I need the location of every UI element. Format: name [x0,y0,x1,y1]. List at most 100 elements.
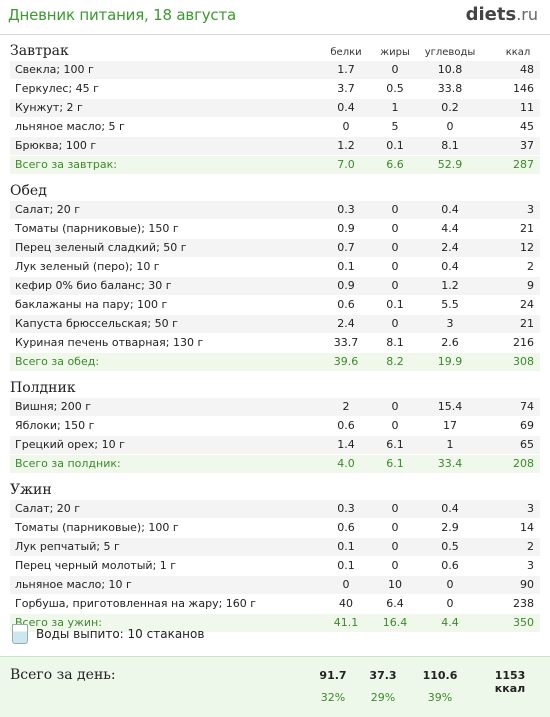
food-row[interactable]: льняное масло; 10 г 0 10 0 90 [10,576,540,595]
protein-value: 0.3 [337,502,355,515]
carbs-value: 2.6 [441,336,459,349]
section-total-label: Всего за завтрак: [15,158,118,171]
protein-value: 1.2 [337,139,355,152]
carbs-value: 0.4 [441,203,459,216]
food-row[interactable]: баклажаны на пару; 100 г 0.6 0.1 5.5 24 [10,296,540,315]
food-name: льняное масло; 10 г [15,578,132,591]
food-row[interactable]: Свекла; 100 г 1.7 0 10.8 48 [10,61,540,80]
food-row[interactable]: Салат; 20 г 0.3 0 0.4 3 [10,500,540,519]
protein-value: 0.9 [337,222,355,235]
site-logo[interactable]: diets.ru [466,4,538,25]
day-total-panel: Всего за день: 91.7 37.3 110.6 1153 ккал… [0,656,550,717]
kcal-value: 238 [513,597,534,610]
food-row[interactable]: Салат; 20 г 0.3 0 0.4 3 [10,201,540,220]
food-row[interactable]: Кунжут; 2 г 0.4 1 0.2 11 [10,99,540,118]
day-kcal: 1153 ккал [494,669,526,695]
kcal-value: 74 [520,400,534,413]
fat-value: 0.5 [386,82,404,95]
section-total-label: Всего за полдник: [15,457,121,470]
kcal-value: 216 [513,336,534,349]
food-row[interactable]: кефир 0% био баланс; 30 г 0.9 0 1.2 9 [10,277,540,296]
kcal-value: 11 [520,101,534,114]
kcal-value: 146 [513,82,534,95]
food-row[interactable]: Перец черный молотый; 1 г 0.1 0 0.6 3 [10,557,540,576]
kcal-value: 2 [527,540,534,553]
food-row[interactable]: Горбуша, приготовленная на жару; 160 г 40… [10,595,540,614]
day-total-label: Всего за день: [10,667,116,683]
logo-tld: .ru [516,5,538,24]
food-row[interactable]: Яблоки; 150 г 0.6 0 17 69 [10,417,540,436]
protein-value: 0.3 [337,203,355,216]
food-row[interactable]: Лук репчатый; 5 г 0.1 0 0.5 2 [10,538,540,557]
kcal-value: 3 [527,203,534,216]
food-name: Грецкий орех; 10 г [15,438,125,451]
kcal-value: 2 [527,260,534,273]
fat-value: 6.1 [386,457,404,470]
carbs-value: 8.1 [441,139,459,152]
day-carbs-percent: 39% [427,691,453,704]
water-intake-text: Воды выпито: 10 стаканов [36,627,205,641]
day-fat: 37.3 [369,669,397,682]
food-row[interactable]: Лук зеленый (перо); 10 г 0.1 0 0.4 2 [10,258,540,277]
kcal-value: 3 [527,502,534,515]
kcal-value: 69 [520,419,534,432]
kcal-value: 37 [520,139,534,152]
food-row[interactable]: Томаты (парниковые); 150 г 0.9 0 4.4 21 [10,220,540,239]
protein-value: 0.4 [337,101,355,114]
food-row[interactable]: Брюква; 100 г 1.2 0.1 8.1 37 [10,137,540,156]
section-total-label: Всего за обед: [15,355,100,368]
protein-value: 4.0 [337,457,355,470]
fat-value: 6.6 [386,158,404,171]
food-row[interactable]: Томаты (парниковые); 100 г 0.6 0 2.9 14 [10,519,540,538]
kcal-value: 14 [520,521,534,534]
food-name: Кунжут; 2 г [15,101,83,114]
carbs-value: 0.4 [441,502,459,515]
protein-value: 0.6 [337,419,355,432]
food-name: Лук зеленый (перо); 10 г [15,260,160,273]
protein-value: 40 [339,597,353,610]
food-row[interactable]: Перец зеленый сладкий; 50 г 0.7 0 2.4 12 [10,239,540,258]
section-gap [0,474,550,482]
protein-value: 0.6 [337,298,355,311]
section-title: Полдник [10,380,76,396]
section-header: Завтрак белки жиры углеводы ккал [0,43,550,61]
fat-value: 0 [391,279,399,292]
protein-value: 0.1 [337,540,355,553]
kcal-value: 21 [520,222,534,235]
food-name: Томаты (парниковые); 100 г [15,521,179,534]
fat-value: 0 [391,260,399,273]
carbs-value: 0.6 [441,559,459,572]
fat-value: 0 [391,521,399,534]
carbs-value: 4.4 [441,616,459,629]
carbs-value: 0.2 [441,101,459,114]
food-name: льняное масло; 5 г [15,120,125,133]
column-header-protein: белки [330,47,362,58]
food-name: Томаты (парниковые); 150 г [15,222,179,235]
food-row[interactable]: Капуста брюссельская; 50 г 2.4 0 3 21 [10,315,540,334]
protein-value: 7.0 [337,158,355,171]
kcal-value: 3 [527,559,534,572]
food-row[interactable]: Вишня; 200 г 2 0 15.4 74 [10,398,540,417]
protein-value: 0.1 [337,260,355,273]
kcal-value: 90 [520,578,534,591]
section-gap [0,372,550,380]
fat-value: 0 [391,63,399,76]
page-title: Дневник питания, 18 августа [8,6,237,24]
food-name: Свекла; 100 г [15,63,94,76]
section-total-row: Всего за обед: 39.6 8.2 19.9 308 [10,353,540,372]
fat-value: 0 [391,419,399,432]
food-row[interactable]: Геркулес; 45 г 3.7 0.5 33.8 146 [10,80,540,99]
section-title: Ужин [10,482,52,498]
kcal-value: 350 [513,616,534,629]
kcal-value: 65 [520,438,534,451]
carbs-value: 2.4 [441,241,459,254]
carbs-value: 33.4 [437,457,463,470]
section-title: Обед [10,183,47,199]
kcal-value: 287 [513,158,534,171]
section-title: Завтрак [10,43,69,59]
day-carbs: 110.6 [422,669,458,682]
food-row[interactable]: Грецкий орех; 10 г 1.4 6.1 1 65 [10,436,540,455]
food-row[interactable]: Куриная печень отварная; 130 г 33.7 8.1 2.6… [10,334,540,353]
fat-value: 0 [391,222,399,235]
food-row[interactable]: льняное масло; 5 г 0 5 0 45 [10,118,540,137]
